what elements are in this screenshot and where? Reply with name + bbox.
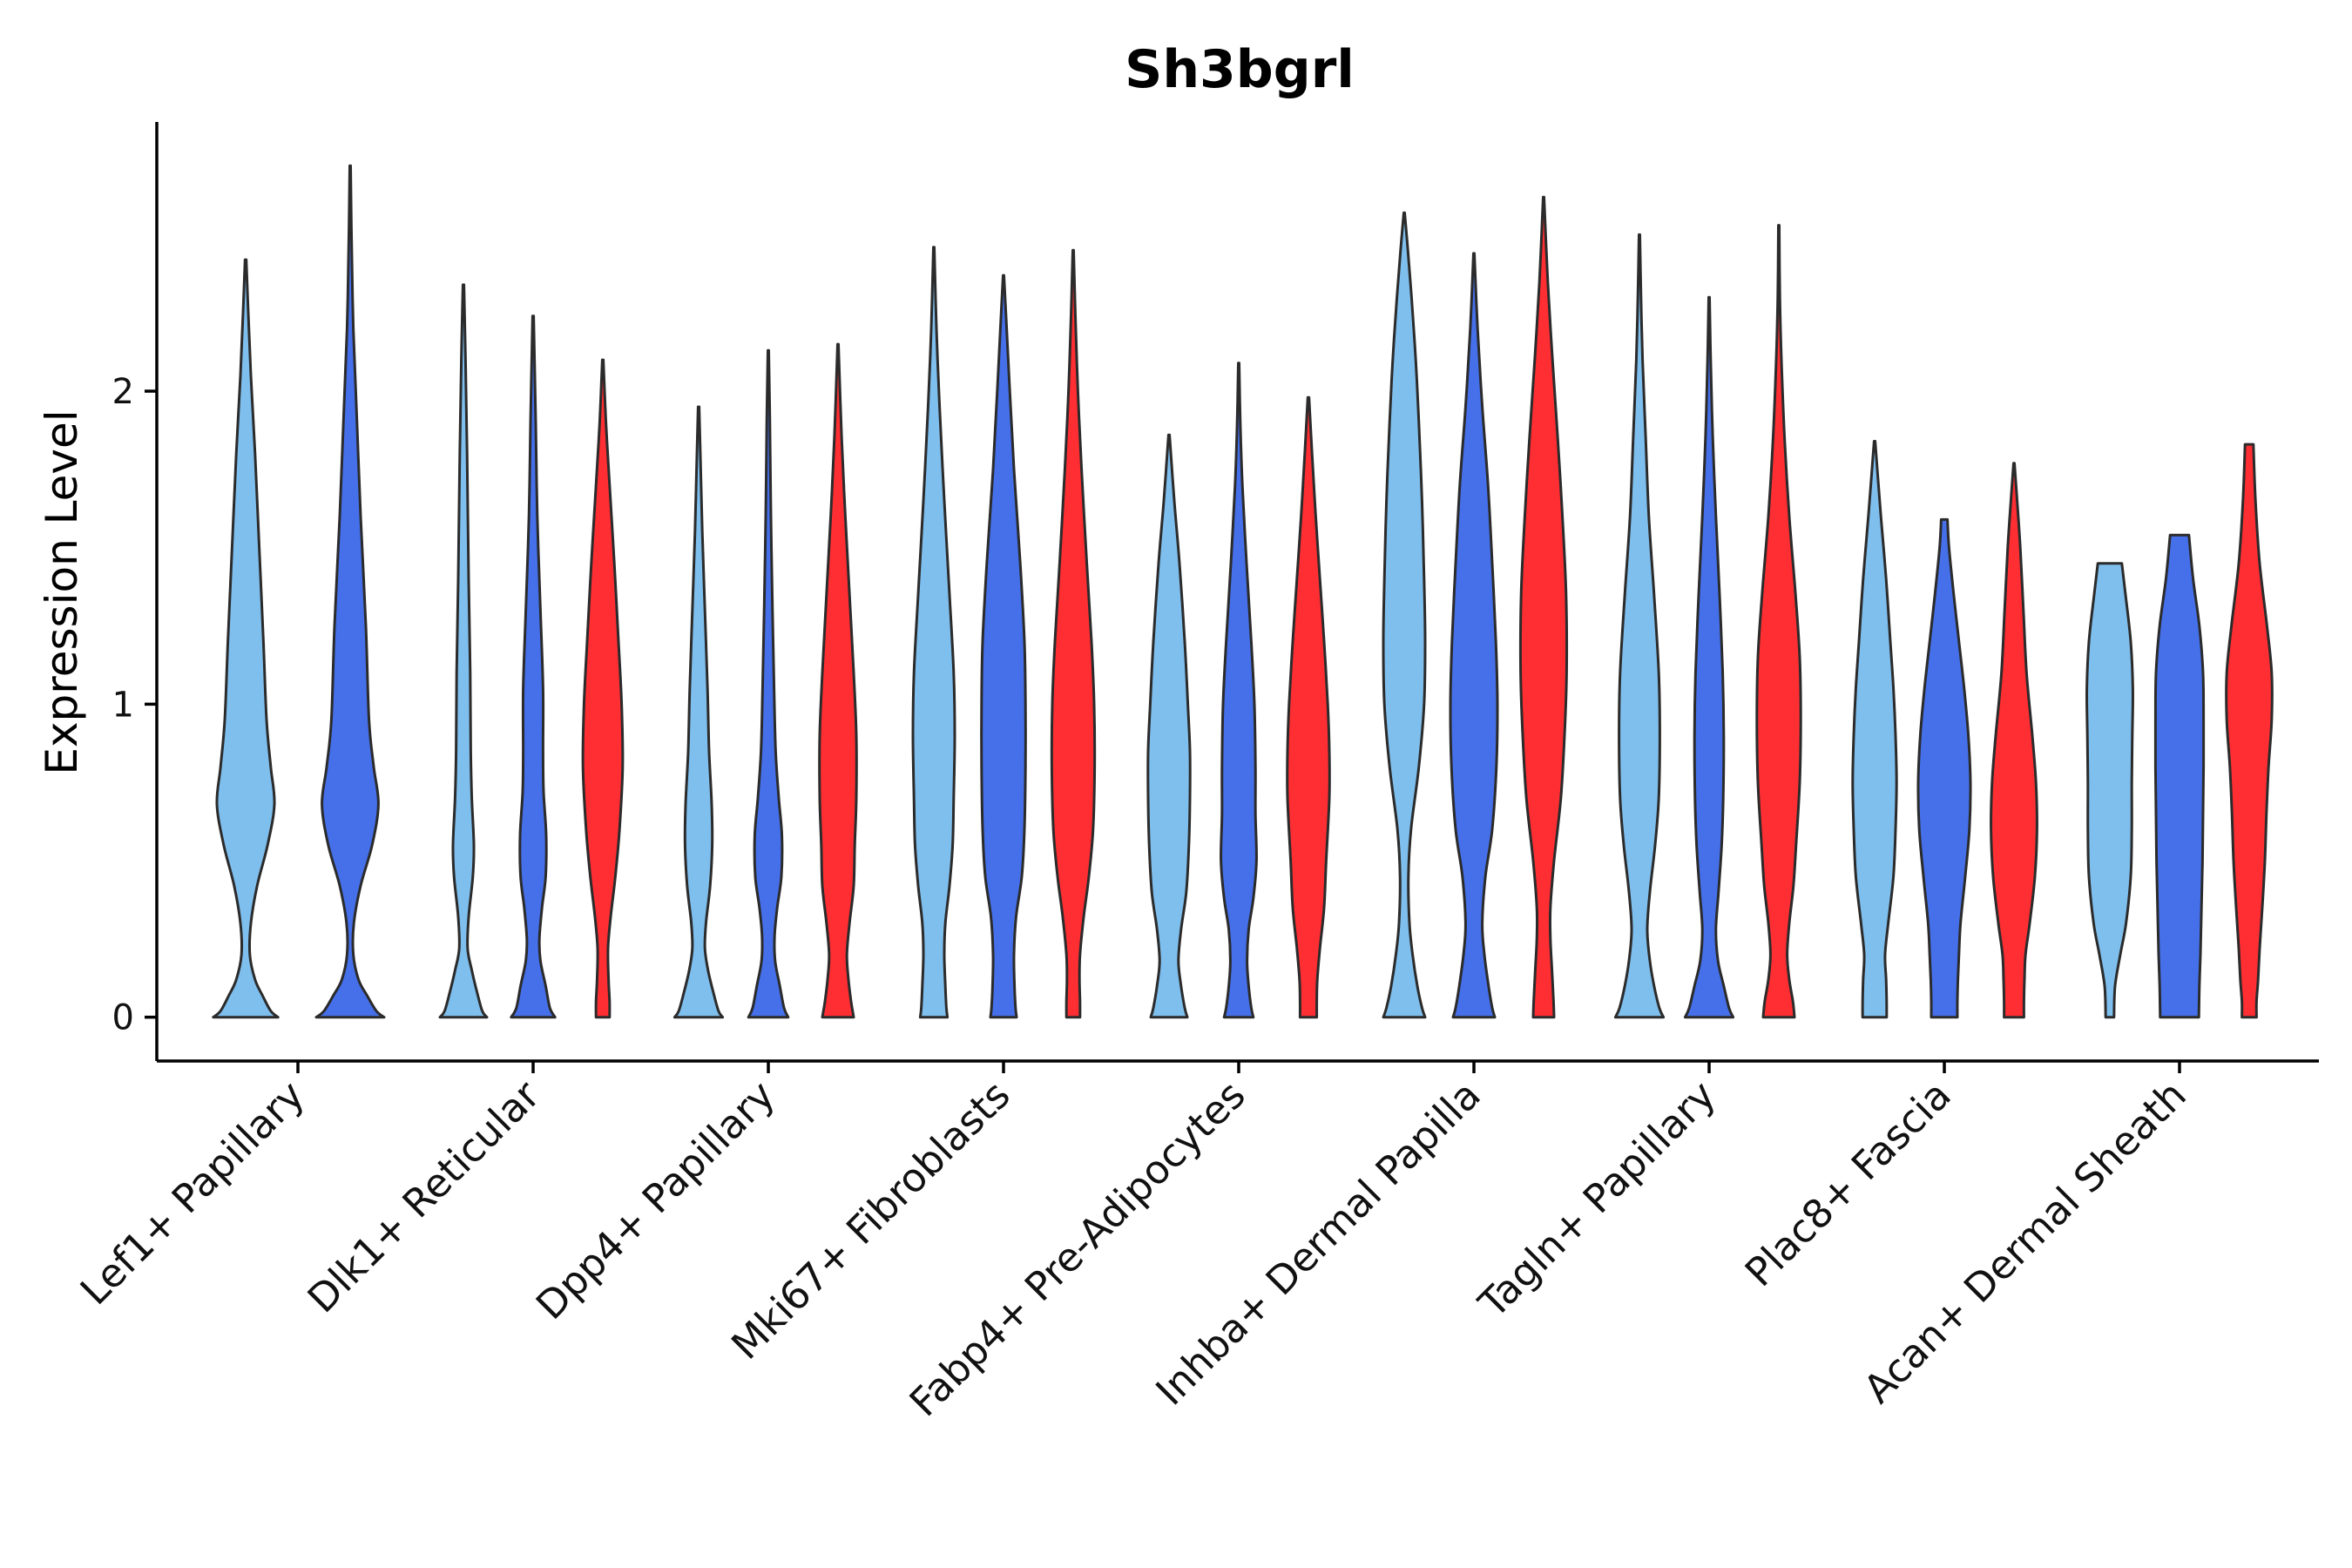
violin-2-1	[747, 348, 790, 1019]
violins-group	[212, 164, 2274, 1019]
violin-0-1	[314, 164, 386, 1019]
x-category-label-0: Lef1+ Papillary	[71, 1071, 314, 1314]
chart-title: Sh3bgrl	[1125, 39, 1355, 100]
violin-3-0	[911, 246, 956, 1019]
violin-6-1	[1683, 295, 1735, 1019]
violin-4-2	[1286, 395, 1331, 1019]
violin-1-1	[510, 314, 557, 1019]
violin-7-1	[1916, 517, 1972, 1019]
violin-5-0	[1382, 211, 1427, 1019]
violin-1-2	[581, 358, 625, 1019]
violin-5-1	[1449, 252, 1499, 1019]
x-category-label-2: Dpp4+ Papillary	[527, 1071, 784, 1328]
violin-8-2	[2225, 443, 2274, 1019]
violin-4-0	[1146, 433, 1192, 1019]
x-category-label-7: Plac8+ Fascia	[1736, 1071, 1960, 1295]
violin-6-0	[1613, 233, 1666, 1019]
violin-3-1	[980, 274, 1027, 1019]
violin-2-0	[672, 405, 725, 1019]
y-axis-label: Expression Level	[37, 409, 87, 774]
y-tick-label-0: 0	[112, 998, 134, 1038]
violin-8-1	[2153, 533, 2206, 1019]
x-category-label-1: Dlk1+ Reticular	[299, 1071, 549, 1321]
violin-2-2	[818, 342, 858, 1019]
y-tick-label-1: 1	[112, 685, 134, 725]
violin-4-1	[1220, 362, 1258, 1019]
violin-0-0	[212, 258, 280, 1019]
y-tick-label-2: 2	[112, 372, 134, 412]
violin-7-0	[1851, 440, 1898, 1019]
violin-5-2	[1518, 195, 1569, 1019]
violin-8-0	[2085, 562, 2134, 1019]
violin-3-2	[1050, 248, 1097, 1019]
x-category-label-6: Tagln+ Papillary	[1470, 1071, 1725, 1327]
violin-1-0	[438, 283, 489, 1019]
violin-7-2	[1990, 462, 2038, 1019]
violin-6-2	[1755, 224, 1802, 1019]
